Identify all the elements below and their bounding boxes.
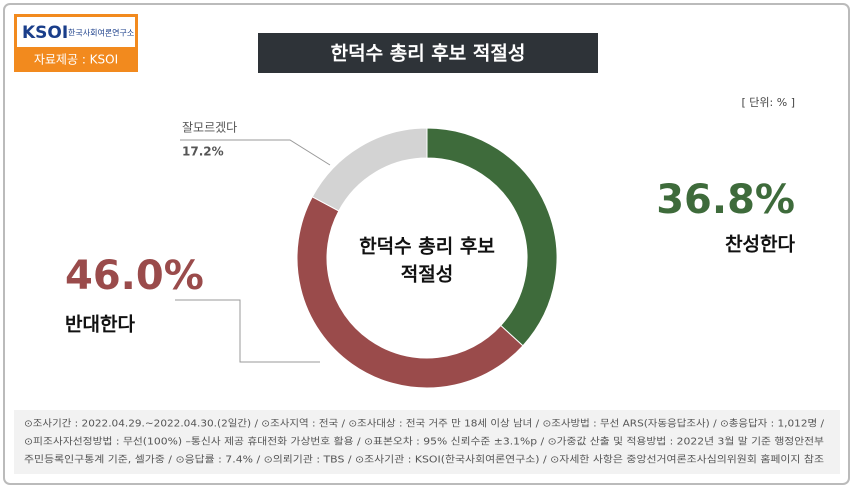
- category-label: 찬성한다: [725, 234, 795, 256]
- leader-line: [175, 299, 320, 363]
- donut-slice: [296, 196, 524, 389]
- footnote: ⊙조사기간 : 2022.04.29.~2022.04.30.(2일간) / ⊙…: [24, 418, 825, 430]
- frame: [3, 3, 850, 485]
- value-label: 36.8%: [656, 177, 795, 223]
- logo-org: 한국사회여론연구소: [68, 28, 134, 38]
- unit: [ 단위: % ]: [742, 96, 795, 109]
- footnote: ⊙피조사자선정방법 : 무선(100%) –통신사 제공 휴대전화 가상번호 활…: [24, 436, 824, 448]
- donut-slice: [311, 127, 428, 212]
- title-box: [258, 33, 598, 73]
- logo-inner: [17, 17, 135, 47]
- value-label: 17.2%: [182, 145, 224, 159]
- category-label: 반대한다: [65, 314, 135, 336]
- logo-brand: KSOI: [22, 23, 68, 43]
- logo-source: 자료제공 : KSOI: [34, 53, 118, 67]
- footnote-box: [14, 410, 840, 474]
- value-label: 46.0%: [65, 253, 204, 299]
- leader-line: [180, 139, 331, 166]
- chart-title: 한덕수 총리 후보 적절성: [331, 43, 526, 65]
- footnote: 주민등록인구통계 기준, 셀가중 / ⊙응답률 : 7.4% / ⊙의뢰기관 :…: [24, 454, 824, 466]
- center-label: 한덕수 총리 후보: [359, 236, 495, 258]
- center-label: 적절성: [401, 264, 453, 286]
- category-label: 잘모르겠다: [182, 121, 237, 135]
